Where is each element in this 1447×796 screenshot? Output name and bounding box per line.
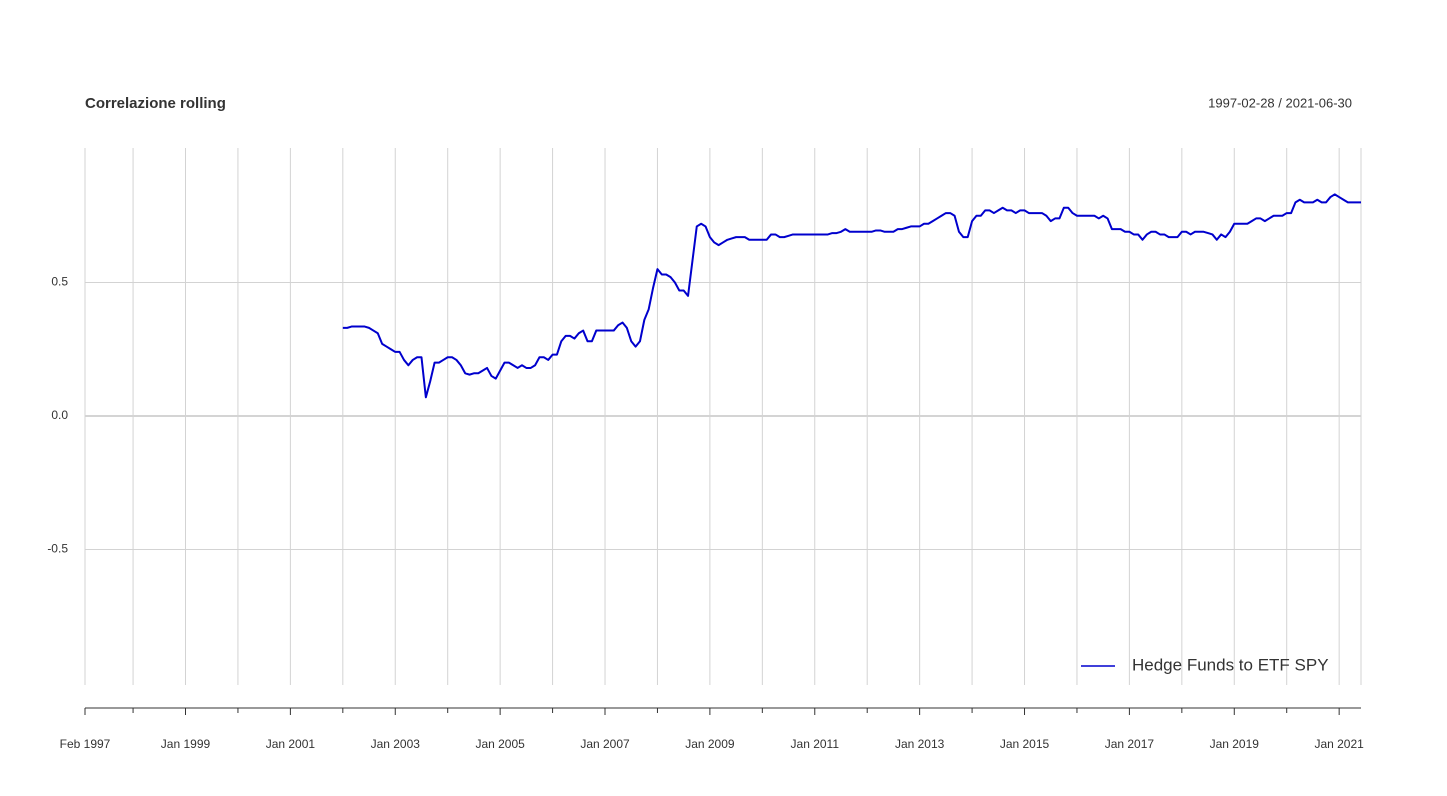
x-tick-label: Jan 2003 [371,737,421,751]
x-tick-label: Jan 2011 [791,737,840,751]
x-tick-label: Jan 2019 [1210,737,1260,751]
x-tick-label: Jan 1999 [161,737,211,751]
x-tick-label: Jan 2001 [266,737,316,751]
chart-subtitle: 1997-02-28 / 2021-06-30 [1208,95,1352,110]
legend-label: Hedge Funds to ETF SPY [1132,655,1329,674]
x-tick-label: Jan 2021 [1314,737,1364,751]
x-tick-label: Jan 2017 [1105,737,1155,751]
x-tick-label: Jan 2013 [895,737,945,751]
chart-title: Correlazione rolling [85,95,226,112]
y-tick-label: -0.5 [47,542,68,556]
x-tick-label: Jan 2015 [1000,737,1050,751]
y-tick-label: 0.0 [51,408,68,422]
data-line [342,193,1361,399]
y-tick-label: 0.5 [51,275,68,289]
x-tick-label: Jan 2005 [475,737,525,751]
x-tick-label: Jan 2009 [685,737,735,751]
x-tick-label: Jan 2007 [580,737,630,751]
x-tick-label: Feb 1997 [60,737,111,751]
